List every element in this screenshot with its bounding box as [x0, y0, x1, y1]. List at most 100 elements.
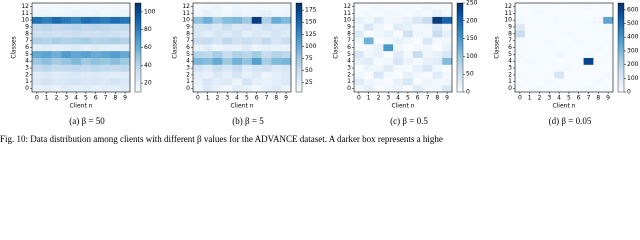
heat-cell — [373, 37, 384, 45]
y-tick-label: 10 — [21, 17, 29, 24]
heat-cell — [403, 16, 413, 24]
heat-cell — [222, 44, 233, 52]
heat-cell — [383, 64, 394, 72]
heat-cell — [442, 50, 453, 58]
heat-cell — [281, 3, 292, 11]
heat-cell — [363, 78, 374, 86]
heat-cell — [583, 9, 594, 17]
heat-cell — [251, 50, 262, 58]
heat-cell — [432, 78, 443, 86]
y-tick-label: 5 — [25, 51, 29, 58]
heat-cell — [422, 23, 433, 31]
heat-cell — [422, 16, 433, 24]
heat-cell — [432, 57, 443, 65]
heat-cell — [100, 71, 111, 79]
heat-cell — [193, 78, 203, 86]
heat-cell — [554, 85, 565, 93]
heat-cell — [412, 30, 423, 38]
y-tick-label: 2 — [347, 71, 351, 78]
heat-cell — [363, 16, 374, 24]
heat-cell — [193, 16, 203, 24]
heat-cell — [603, 85, 614, 93]
heat-cell — [412, 85, 423, 93]
heat-cell — [373, 78, 384, 86]
y-axis-label: Classes — [11, 36, 18, 59]
heat-cell — [393, 78, 404, 86]
x-tick-label: 1 — [206, 95, 210, 102]
colorbar-tick-label: 400 — [627, 34, 639, 41]
x-tick-label: 7 — [587, 95, 591, 102]
heat-cell — [261, 9, 272, 17]
heat-cell — [354, 16, 364, 24]
heat-cell — [442, 37, 453, 45]
heat-cell — [232, 85, 243, 93]
heat-cell — [603, 3, 614, 11]
heat-cell — [110, 64, 121, 72]
x-tick-label: 8 — [113, 95, 117, 102]
heat-cell — [51, 78, 62, 86]
heat-cell — [383, 85, 394, 93]
heat-cell — [242, 64, 252, 72]
y-tick-label: 0 — [25, 85, 29, 92]
heat-cell — [120, 57, 131, 65]
heat-cell — [363, 44, 374, 52]
heat-cell — [61, 23, 72, 31]
y-tick-label: 11 — [343, 10, 351, 17]
heat-cell — [212, 64, 223, 72]
heat-cell — [393, 71, 404, 79]
heat-cell — [120, 85, 131, 93]
heat-cell — [363, 3, 374, 11]
colorbar-tick-label: 125 — [305, 31, 317, 38]
heat-cell — [373, 71, 384, 79]
colorbar-tick-label: 500 — [627, 20, 639, 27]
heat-cell — [90, 57, 101, 65]
heat-cell — [564, 50, 574, 58]
heat-cell — [593, 44, 604, 52]
heat-cell — [593, 85, 604, 93]
heat-cell — [534, 71, 545, 79]
x-tick-label: 5 — [84, 95, 88, 102]
x-tick-label: 6 — [416, 95, 420, 102]
heat-cell — [432, 3, 443, 11]
x-tick-label: 0 — [35, 95, 39, 102]
heat-cell — [393, 37, 404, 45]
heat-cell — [232, 71, 243, 79]
heat-cell — [41, 37, 52, 45]
heat-cell — [524, 50, 535, 58]
heat-cell — [261, 71, 272, 79]
colorbar-tick-label: 60 — [144, 44, 152, 51]
colorbar-tick-label: 40 — [144, 62, 152, 69]
heat-cell — [373, 9, 384, 17]
colorbar-tick-label: 0 — [627, 89, 631, 96]
y-tick-label: 9 — [25, 23, 29, 30]
heat-cell — [90, 78, 101, 86]
heat-cell — [515, 30, 525, 38]
heat-cell — [32, 50, 42, 58]
x-tick-label: 5 — [567, 95, 571, 102]
heat-cell — [41, 44, 52, 52]
heat-cell — [110, 3, 121, 11]
colorbar — [456, 2, 464, 93]
heat-cell — [363, 37, 374, 45]
heat-cell — [90, 64, 101, 72]
y-tick-label: 3 — [347, 65, 351, 72]
heat-cell — [251, 57, 262, 65]
heat-cell — [363, 50, 374, 58]
colorbar-tick-label: 0 — [466, 89, 470, 96]
heat-cell — [32, 37, 42, 45]
heat-cell — [403, 78, 413, 86]
heat-cell — [222, 78, 233, 86]
heat-cell — [100, 16, 111, 24]
y-tick-label: 2 — [186, 71, 190, 78]
heat-cell — [110, 57, 121, 65]
heat-cell — [90, 71, 101, 79]
y-axis-label: Classes — [172, 36, 179, 59]
heat-cell — [120, 3, 131, 11]
heat-cell — [383, 3, 394, 11]
heat-cell — [41, 50, 52, 58]
colorbar-tick-label: 50 — [466, 71, 474, 78]
heat-cell — [515, 57, 525, 65]
heat-cell — [593, 78, 604, 86]
heat-cell — [363, 57, 374, 65]
heat-cell — [603, 64, 614, 72]
